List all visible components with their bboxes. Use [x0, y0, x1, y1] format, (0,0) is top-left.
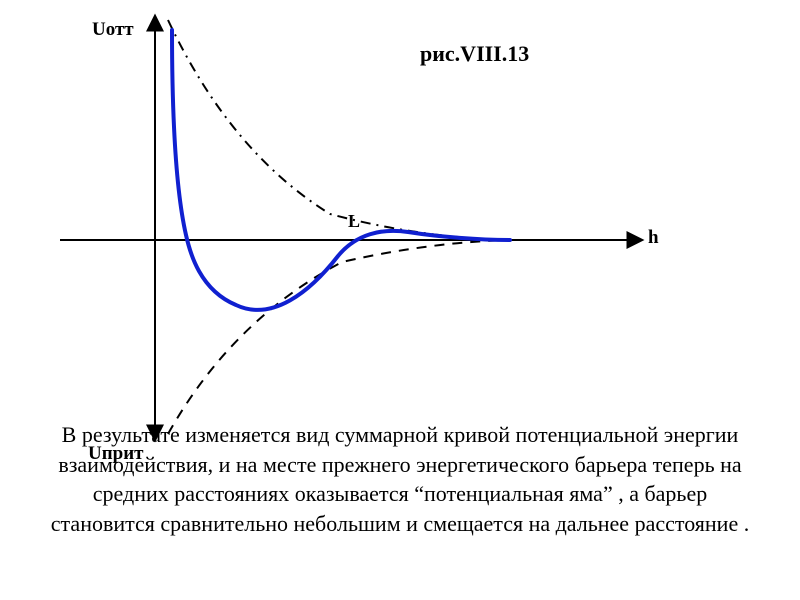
- y-axis-top-label: Uотт: [92, 20, 134, 41]
- attraction-curve: [168, 240, 510, 434]
- barrier-label-L: L: [348, 212, 360, 232]
- figure-title: рис.VIII.13: [420, 42, 529, 66]
- x-axis-label: h: [648, 228, 659, 249]
- summed-potential-curve: [172, 30, 510, 310]
- figure-caption: В результате изменяется вид суммарной кр…: [40, 420, 760, 539]
- figure-stage: рис.VIII.13 Uотт Uприт h L В результате …: [0, 0, 800, 600]
